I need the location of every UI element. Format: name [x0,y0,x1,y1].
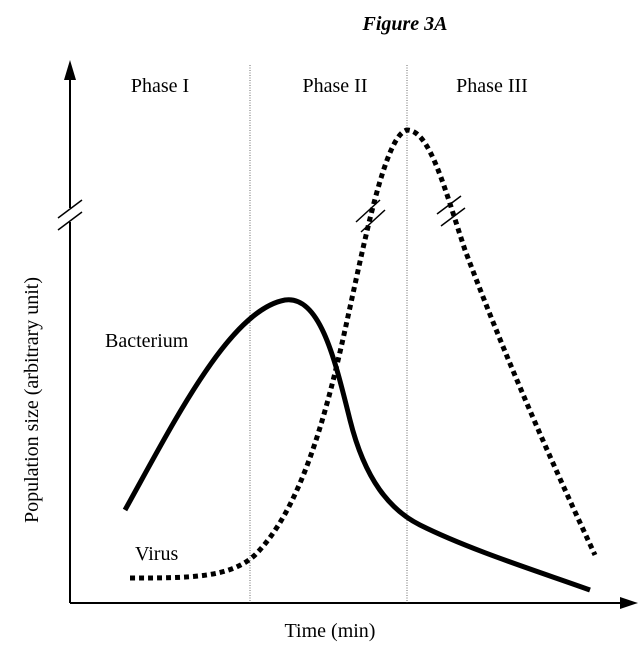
phase-label: Phase I [131,75,189,97]
figure-title: Figure 3A [361,13,447,35]
x-axis-arrow [620,597,638,609]
virus-curve [129,127,598,581]
curve-label: Bacterium [105,330,189,352]
curve-break [355,199,381,223]
x-axis-label: Time (min) [285,620,376,642]
axis-break [57,211,83,231]
axis-break-gap [62,208,78,222]
curve-break [360,209,386,233]
curve-break [440,207,466,227]
axis-break [57,199,83,219]
bacterium-curve [122,297,591,593]
y-axis-arrow [64,60,76,80]
y-axis-label: Population size (arbitrary unit) [21,277,43,523]
curve-break [436,195,462,215]
phase-label: Phase II [303,75,368,97]
phase-label: Phase III [456,75,528,97]
curve-label: Virus [135,543,178,565]
